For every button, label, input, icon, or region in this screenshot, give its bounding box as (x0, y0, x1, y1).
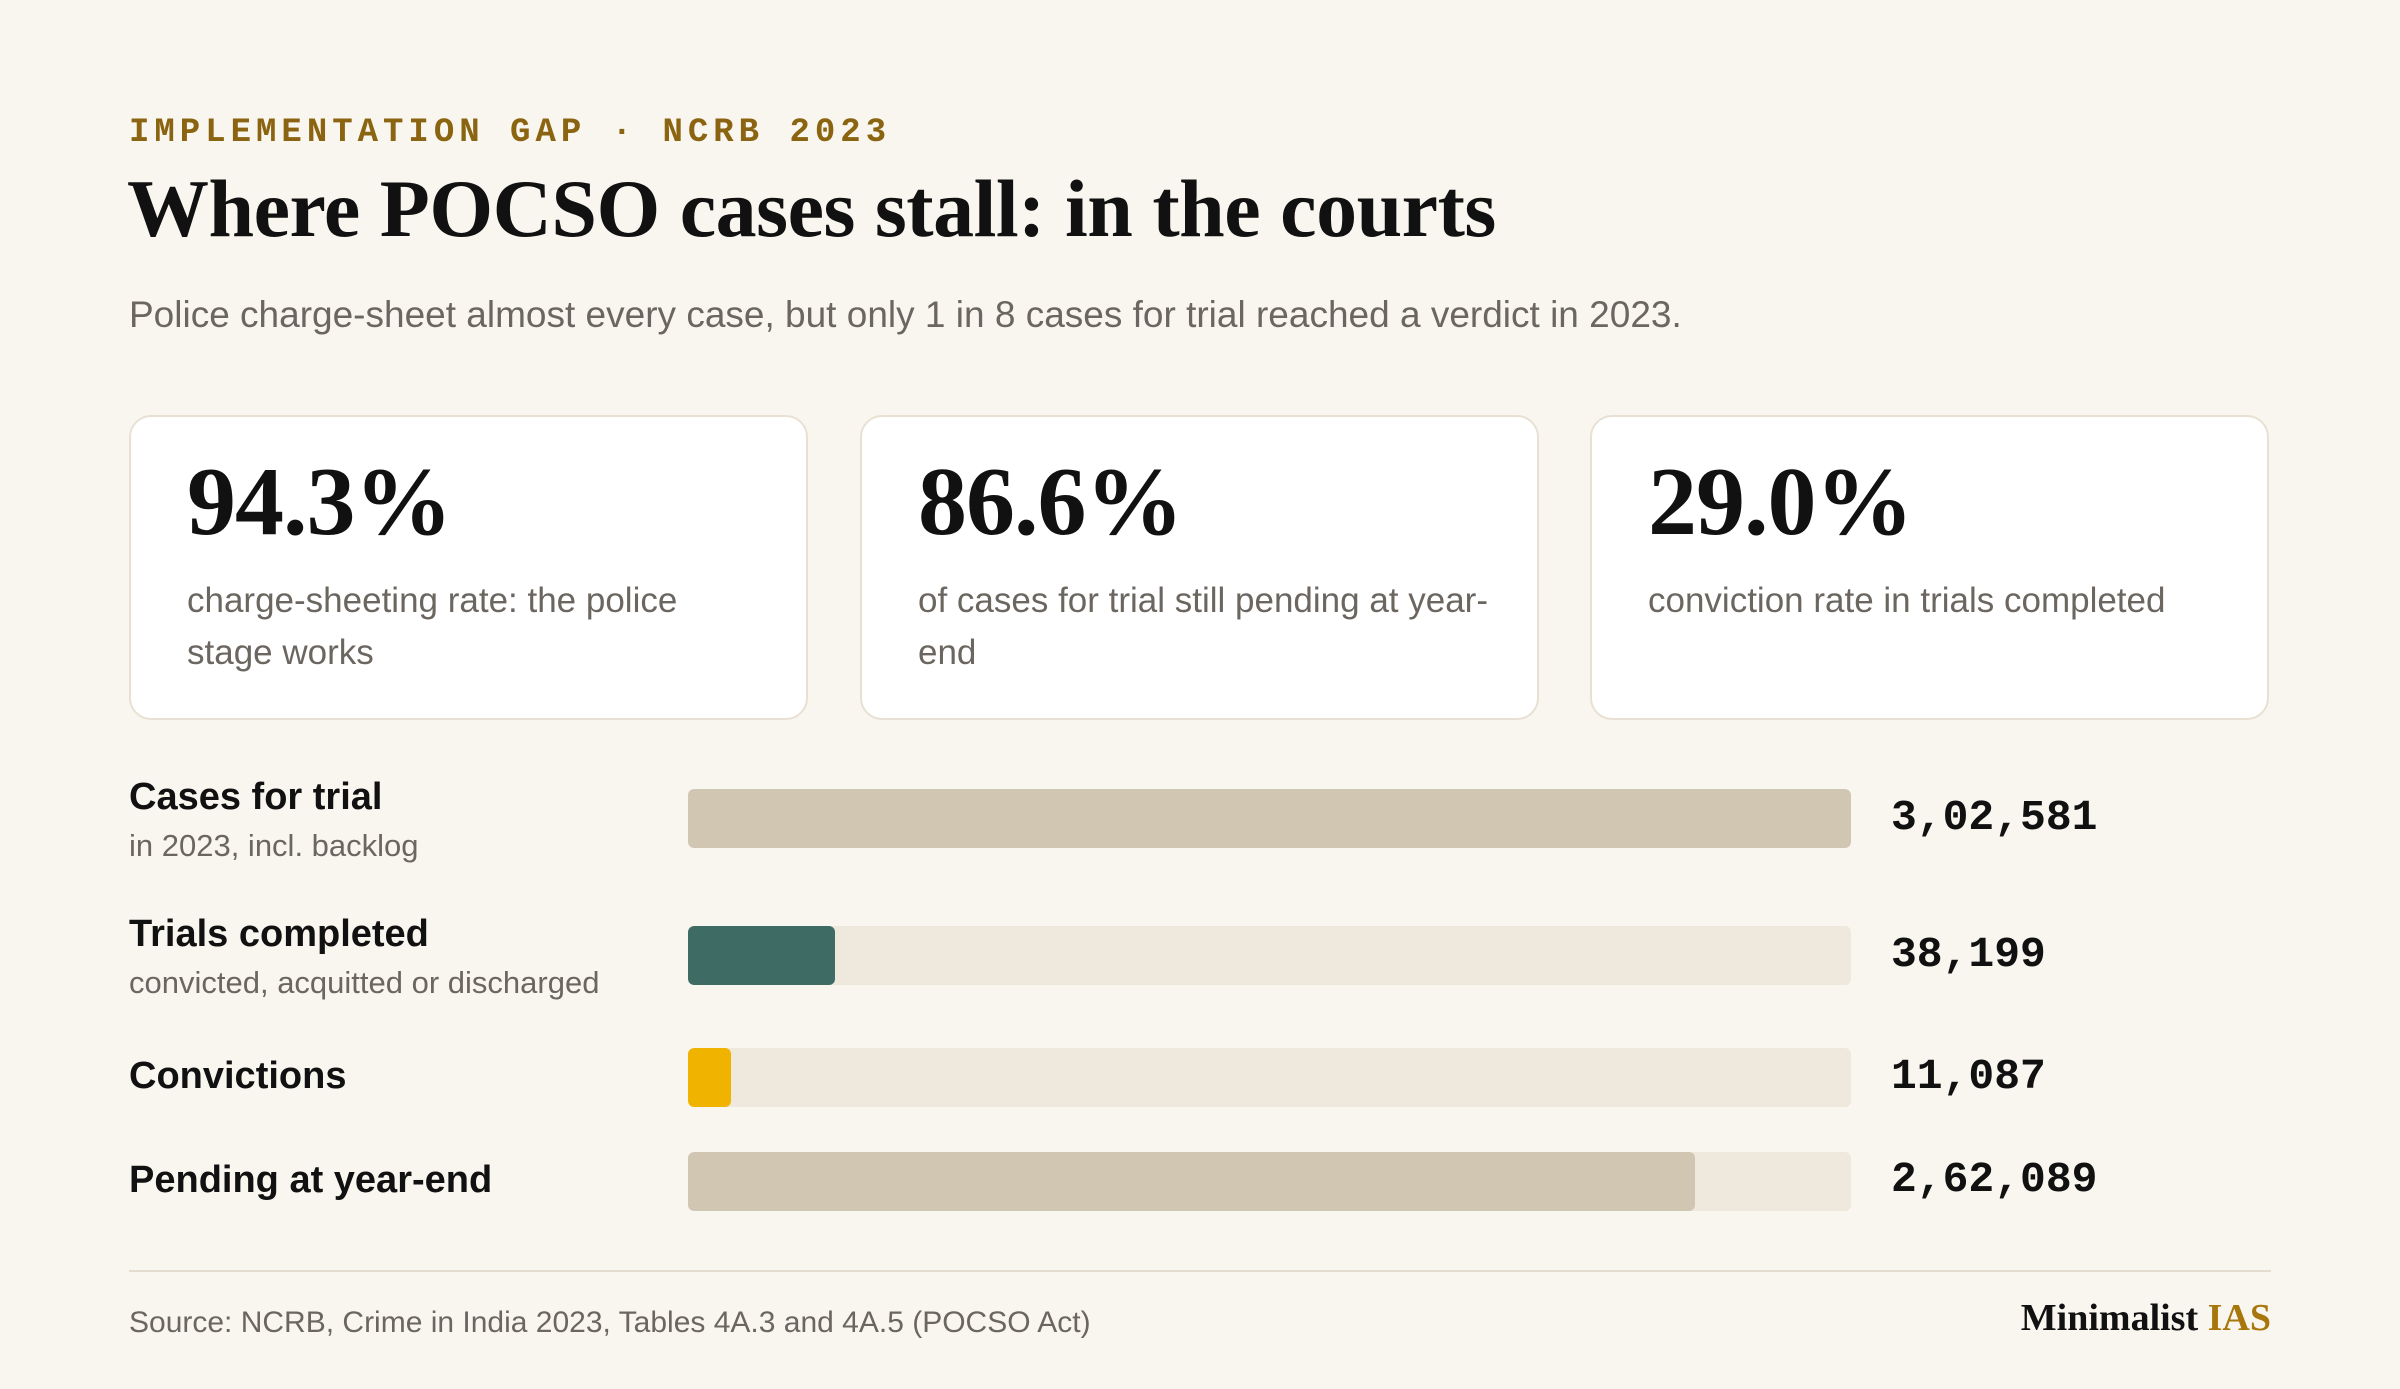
subtitle: Police charge-sheet almost every case, b… (129, 294, 1682, 335)
footer-divider (129, 1270, 2271, 1272)
stat-card-charge-sheeting: 94.3% charge-sheeting rate: the police s… (129, 415, 808, 720)
bar-track-cases-for-trial (688, 789, 1851, 848)
brand-logo: Minimalist IAS (2021, 1296, 2271, 1340)
bar-value-convictions: 11,087 (1891, 1052, 2046, 1101)
bar-value-cases-for-trial: 3,02,581 (1891, 793, 2098, 842)
bar-label-trials-completed: Trials completed (129, 913, 429, 955)
page-title: Where POCSO cases stall: in the courts (127, 163, 1496, 254)
stat-value: 86.6% (918, 448, 1183, 556)
stat-value: 94.3% (187, 448, 452, 556)
stat-description: conviction rate in trials completed (1648, 581, 2166, 620)
bar-track-pending (688, 1152, 1851, 1211)
bar-track-trials-completed (688, 926, 1851, 985)
stat-value: 29.0% (1648, 448, 1913, 556)
bar-sublabel-trials-completed: convicted, acquitted or discharged (129, 965, 600, 1000)
bar-track-convictions (688, 1048, 1851, 1107)
stat-card-conviction: 29.0% conviction rate in trials complete… (1590, 415, 2269, 720)
stat-description: of cases for trial still pending at year… (918, 581, 1488, 672)
bar-pending (688, 1152, 1696, 1211)
stat-description: charge-sheeting rate: the police stage w… (187, 581, 678, 672)
bar-cases-for-trial (688, 789, 1851, 848)
bar-label-cases-for-trial: Cases for trial (129, 776, 383, 818)
brand-name: Minimalist (2020, 1297, 2199, 1339)
bar-trials-completed (688, 926, 835, 985)
bar-value-pending: 2,62,089 (1891, 1155, 2098, 1204)
bar-label-convictions: Convictions (129, 1055, 347, 1097)
bar-convictions (688, 1048, 731, 1107)
source-note: Source: NCRB, Crime in India 2023, Table… (129, 1306, 1091, 1339)
stat-card-pending: 86.6% of cases for trial still pending a… (860, 415, 1539, 720)
bar-label-pending: Pending at year-end (129, 1159, 493, 1201)
kicker: IMPLEMENTATION GAP · NCRB 2023 (129, 114, 892, 152)
bar-sublabel-cases-for-trial: in 2023, incl. backlog (129, 828, 419, 863)
brand-accent: IAS (2207, 1297, 2271, 1339)
bar-value-trials-completed: 38,199 (1891, 930, 2046, 979)
